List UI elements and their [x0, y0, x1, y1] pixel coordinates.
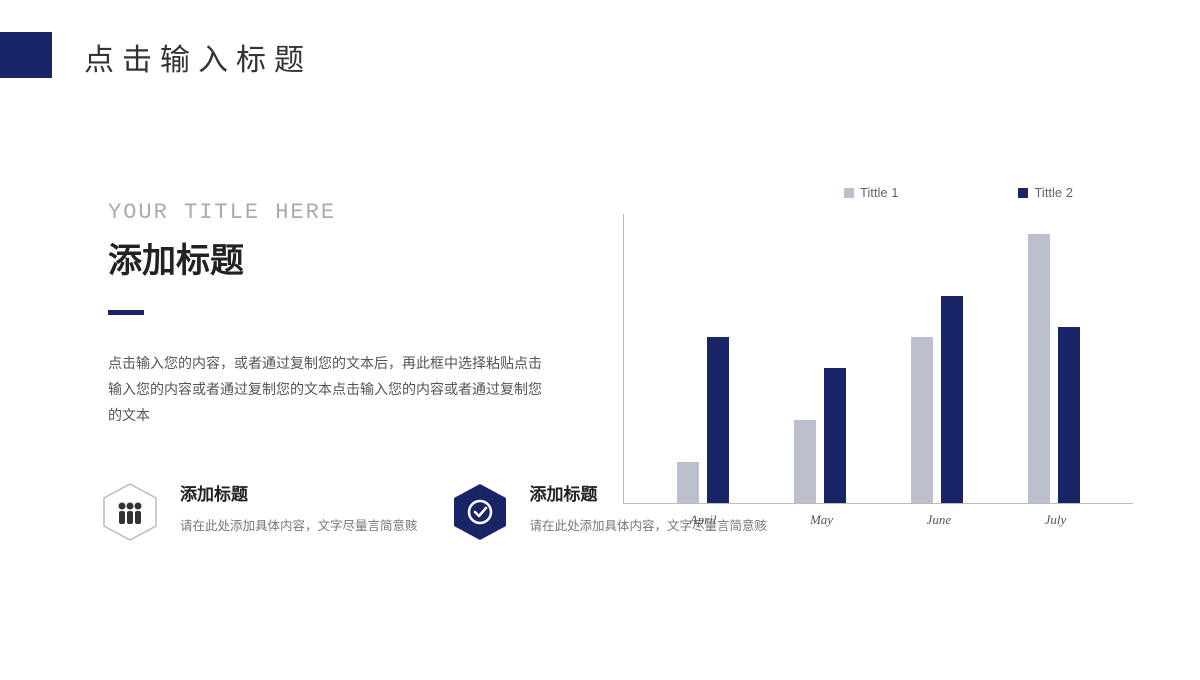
bar-group: [1028, 234, 1080, 503]
legend-swatch: [844, 188, 854, 198]
info-block: 添加标题 请在此处添加具体内容，文字尽量言简意赅: [98, 480, 418, 544]
bar: [1028, 234, 1050, 503]
x-axis-labels: April May June July: [623, 504, 1133, 528]
legend-item: Tittle 1: [844, 185, 899, 200]
bar: [794, 420, 816, 503]
hex-icon-wrap: [98, 480, 162, 544]
body-text: 点击输入您的内容，或者通过复制您的文本后，再此框中选择粘贴点击输入您的内容或者通…: [108, 351, 548, 429]
block-title: 添加标题: [180, 480, 418, 505]
chart-legend: Tittle 1 Tittle 2: [623, 185, 1133, 200]
bar-chart: Tittle 1 Tittle 2 April May June July: [623, 185, 1133, 530]
people-icon: [98, 480, 162, 544]
x-label: June: [927, 512, 952, 528]
bar: [677, 462, 699, 503]
left-panel: YOUR TITLE HERE 添加标题 点击输入您的内容，或者通过复制您的文本…: [108, 200, 548, 429]
legend-label: Tittle 2: [1034, 185, 1073, 200]
bar-group: [911, 296, 963, 503]
page-title: 点击输入标题: [84, 35, 312, 79]
eyebrow-text: YOUR TITLE HERE: [108, 200, 548, 225]
legend-label: Tittle 1: [860, 185, 899, 200]
bar: [824, 368, 846, 503]
legend-swatch: [1018, 188, 1028, 198]
x-label: July: [1045, 512, 1067, 528]
x-label: May: [810, 512, 833, 528]
chart-plot: [623, 214, 1133, 504]
subtitle: 添加标题: [108, 233, 548, 282]
accent-block: [0, 32, 52, 78]
legend-item: Tittle 2: [1018, 185, 1073, 200]
bar: [707, 337, 729, 503]
bar: [941, 296, 963, 503]
block-desc: 请在此处添加具体内容，文字尽量言简意赅: [180, 515, 418, 539]
check-icon: [448, 480, 512, 544]
bar-group: [677, 337, 729, 503]
x-label: April: [690, 512, 717, 528]
divider: [108, 310, 144, 315]
bar: [1058, 327, 1080, 503]
bar: [911, 337, 933, 503]
hex-icon-wrap: [448, 480, 512, 544]
bar-group: [794, 368, 846, 503]
